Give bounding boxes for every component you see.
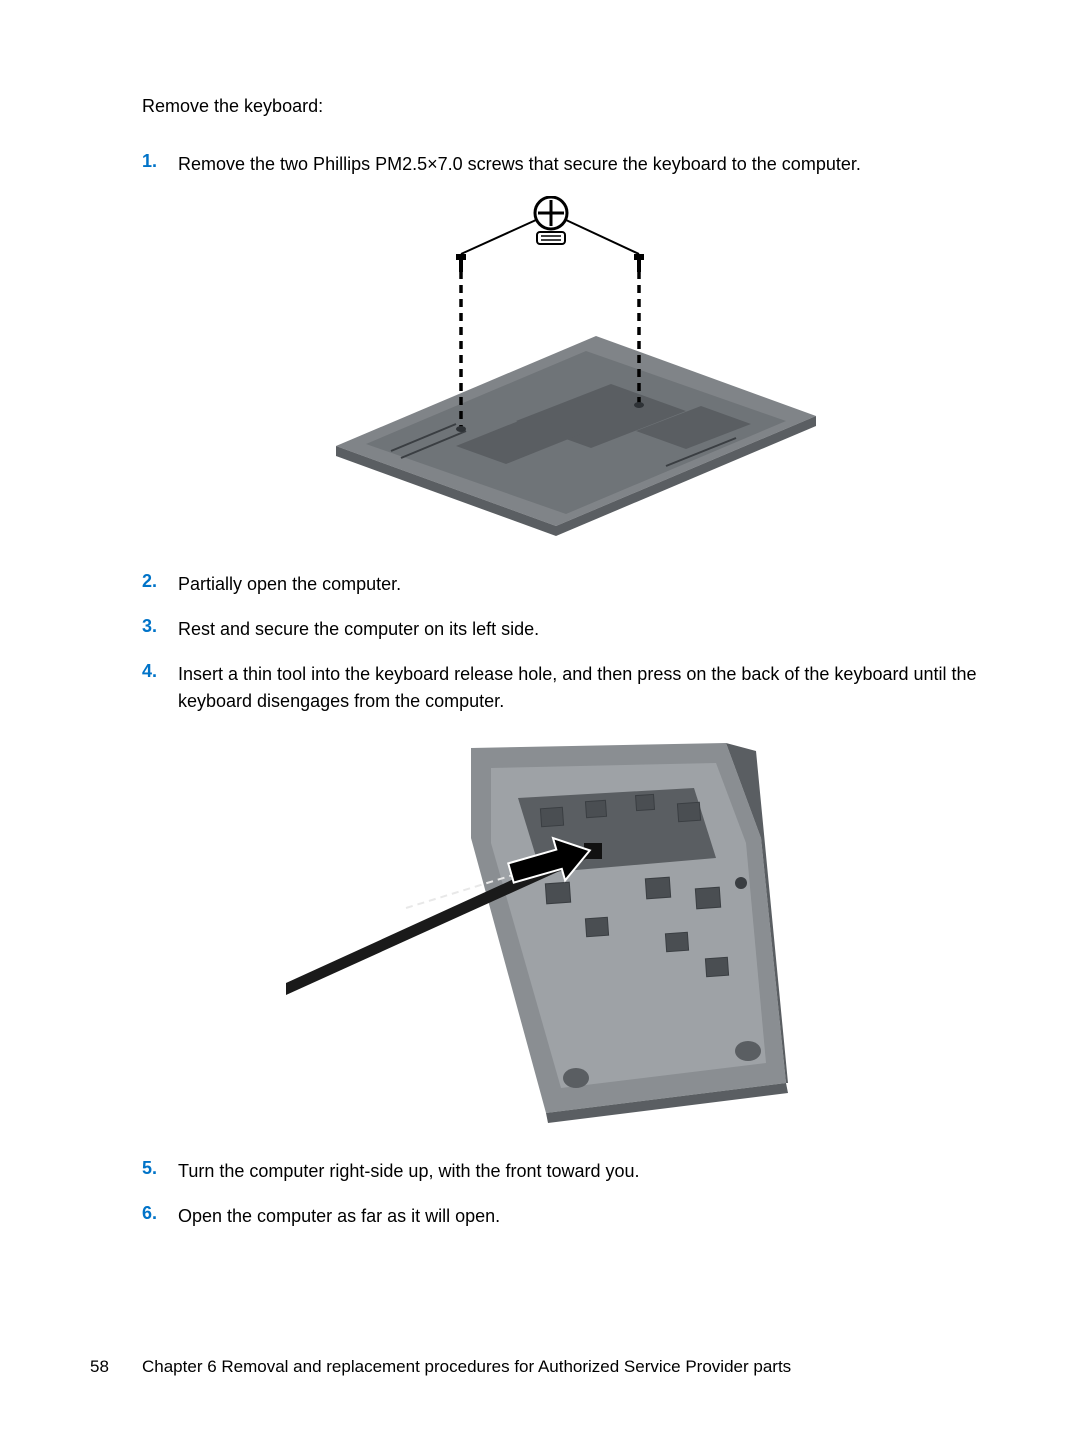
figure-screws	[142, 196, 990, 541]
step-text: Remove the two Phillips PM2.5×7.0 screws…	[178, 151, 861, 178]
step-item: 6. Open the computer as far as it will o…	[142, 1203, 990, 1230]
step-item: 3. Rest and secure the computer on its l…	[142, 616, 990, 643]
step-text: Insert a thin tool into the keyboard rel…	[178, 661, 990, 715]
step-item: 4. Insert a thin tool into the keyboard …	[142, 661, 990, 715]
steps-list: 1. Remove the two Phillips PM2.5×7.0 scr…	[142, 151, 990, 1230]
chapter-title: Chapter 6 Removal and replacement proced…	[142, 1357, 791, 1377]
figure-tool	[142, 733, 990, 1128]
content-area: Remove the keyboard: 1. Remove the two P…	[142, 96, 990, 1230]
document-page: Remove the keyboard: 1. Remove the two P…	[0, 0, 1080, 1437]
step-item: 2. Partially open the computer.	[142, 571, 990, 598]
step-number: 4.	[142, 661, 178, 682]
step-text: Partially open the computer.	[178, 571, 401, 598]
step-number: 1.	[142, 151, 178, 172]
step-text: Open the computer as far as it will open…	[178, 1203, 500, 1230]
page-number: 58	[90, 1357, 142, 1377]
step-number: 3.	[142, 616, 178, 637]
step-number: 5.	[142, 1158, 178, 1179]
step-number: 6.	[142, 1203, 178, 1224]
step-text: Rest and secure the computer on its left…	[178, 616, 539, 643]
figure-item	[142, 733, 990, 1128]
intro-text: Remove the keyboard:	[142, 96, 990, 117]
step-item: 5. Turn the computer right-side up, with…	[142, 1158, 990, 1185]
figure-item	[142, 196, 990, 541]
step-number: 2.	[142, 571, 178, 592]
step-item: 1. Remove the two Phillips PM2.5×7.0 scr…	[142, 151, 990, 178]
step-text: Turn the computer right-side up, with th…	[178, 1158, 640, 1185]
page-footer: 58 Chapter 6 Removal and replacement pro…	[90, 1357, 990, 1377]
